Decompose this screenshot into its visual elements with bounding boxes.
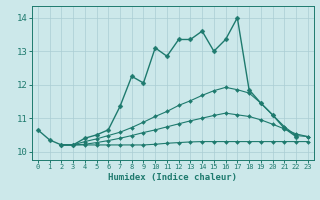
X-axis label: Humidex (Indice chaleur): Humidex (Indice chaleur) bbox=[108, 173, 237, 182]
